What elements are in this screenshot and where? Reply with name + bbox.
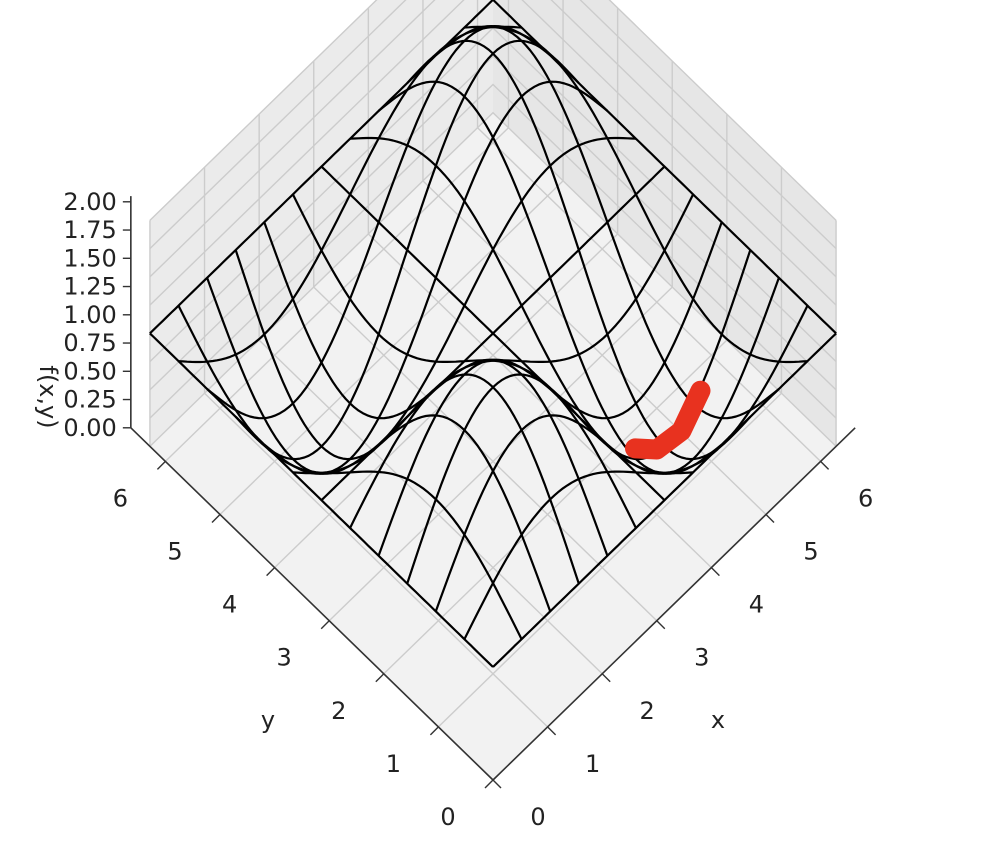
y-tick-mark xyxy=(484,779,494,789)
y-tick-label: 0 xyxy=(440,803,455,831)
wireframe-line-const-x xyxy=(406,39,752,461)
y-tick-mark xyxy=(266,567,276,577)
floor-gridline-x xyxy=(313,286,658,622)
wireframe-line-const-x xyxy=(291,193,637,529)
y-tick-mark xyxy=(429,726,439,736)
y-tick-mark xyxy=(320,620,330,630)
floor-gridline-y xyxy=(383,339,728,675)
floor-gridline-y xyxy=(219,180,564,516)
wireframe-line-const-x xyxy=(263,221,609,557)
floor-gridline-y xyxy=(328,286,673,622)
x-tick-label: 3 xyxy=(694,644,709,672)
axis-lines xyxy=(130,196,856,781)
x-tick-mark xyxy=(765,514,775,523)
wall-gridline-z xyxy=(149,0,837,250)
x-tick-label: 6 xyxy=(858,484,873,512)
z-tick-label: 0.50 xyxy=(63,357,116,385)
y-tick-label: 4 xyxy=(222,591,237,619)
y-axis-line xyxy=(130,427,494,781)
y-axis-label: y xyxy=(261,706,275,734)
x-tick-mark xyxy=(710,567,720,577)
x-tick-label: 0 xyxy=(530,803,545,831)
y-tick-label: 1 xyxy=(386,750,401,778)
y-tick-mark xyxy=(211,514,221,523)
x-axis-label: x xyxy=(711,706,725,734)
wall-gridline-z xyxy=(149,0,837,306)
wireframe-line-const-x xyxy=(177,305,523,640)
highlight-path xyxy=(625,380,711,460)
z-tick-label: 0.75 xyxy=(63,329,116,357)
y-tick-mark xyxy=(375,673,385,683)
floor-gridline-x xyxy=(258,339,603,675)
wireframe-line-const-x xyxy=(492,0,837,335)
floor-gridline-y xyxy=(274,233,619,569)
z-tick-label: 1.75 xyxy=(63,216,116,244)
z-tick-label: 1.00 xyxy=(63,301,116,329)
floor-gridline-x xyxy=(204,392,549,728)
wireframe-line-const-x xyxy=(377,80,723,475)
wireframe-line-const-x xyxy=(350,136,694,475)
highlight-path-layer xyxy=(625,380,711,460)
wireframe-line-const-x xyxy=(464,25,808,364)
wireframe-line-const-x xyxy=(149,332,494,668)
wall-gridline-z xyxy=(149,0,837,221)
y-tick-label: 6 xyxy=(113,484,128,512)
z-tick-label: 1.50 xyxy=(63,244,116,272)
y-tick-label: 5 xyxy=(167,538,182,566)
y-tick-label: 3 xyxy=(277,644,292,672)
z-tick-label: 0.25 xyxy=(63,386,116,414)
x-tick-mark xyxy=(492,779,502,789)
y-tick-mark xyxy=(156,460,166,470)
x-tick-mark xyxy=(601,673,611,683)
floor-gridline-y xyxy=(437,392,782,728)
x-tick-label: 1 xyxy=(585,750,600,778)
wireframe-surface xyxy=(149,0,837,668)
wall-gridline-z xyxy=(149,0,837,278)
x-tick-label: 4 xyxy=(749,591,764,619)
x-tick-mark xyxy=(547,726,557,736)
x-tick-mark xyxy=(820,460,830,470)
x-tick-label: 5 xyxy=(803,538,818,566)
z-tick-label: 1.25 xyxy=(63,273,116,301)
z-tick-label: 2.00 xyxy=(63,188,116,216)
z-axis-label: f(x,y) xyxy=(34,365,62,428)
x-axis-line xyxy=(492,427,856,781)
wall-gridline-z xyxy=(149,83,837,419)
x-tick-mark xyxy=(656,620,666,630)
wireframe-line-const-x xyxy=(234,249,580,584)
y-tick-label: 2 xyxy=(331,697,346,725)
floor-gridline-x xyxy=(422,180,767,516)
z-tick-label: 0.00 xyxy=(63,414,116,442)
axis-panes xyxy=(149,0,837,780)
wall-gridline-z xyxy=(149,55,837,391)
floor-gridline-x xyxy=(367,233,712,569)
x-tick-label: 2 xyxy=(640,697,655,725)
tick-labels: 001122334455660.000.250.500.751.001.251.… xyxy=(63,188,873,831)
